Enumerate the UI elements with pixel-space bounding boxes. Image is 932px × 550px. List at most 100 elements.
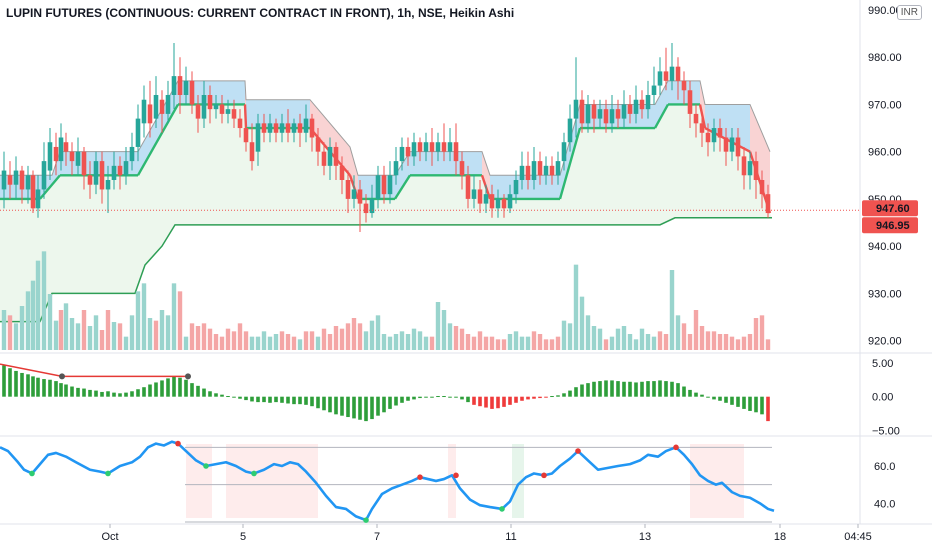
macd-bar xyxy=(262,396,266,403)
candle-body xyxy=(477,189,483,204)
candle-body xyxy=(687,90,693,114)
volume-bar xyxy=(417,331,423,350)
candle-body xyxy=(747,161,753,176)
macd-bar xyxy=(532,396,536,399)
macd-bar xyxy=(718,396,722,401)
macd-bar xyxy=(568,390,572,397)
volume-bar xyxy=(141,283,147,350)
macd-bar xyxy=(748,396,752,411)
oscillator-marker xyxy=(673,444,679,451)
oscillator-shade xyxy=(690,444,744,518)
volume-bar xyxy=(693,310,699,350)
volume-bar xyxy=(273,334,279,350)
candle-body xyxy=(105,180,111,190)
candle-body xyxy=(30,175,36,209)
candle-body xyxy=(585,104,591,124)
volume-bar xyxy=(405,334,411,350)
macd-bar xyxy=(94,390,98,397)
volume-bar xyxy=(375,315,381,350)
volume-bar xyxy=(687,334,693,350)
oscillator-shade xyxy=(226,444,318,518)
macd-bar xyxy=(148,384,152,397)
volume-bar xyxy=(489,336,495,350)
macd-bar xyxy=(196,385,200,397)
oscillator-shade xyxy=(448,444,456,518)
macd-bar xyxy=(220,394,224,397)
macd-bar xyxy=(160,380,164,397)
volume-bar xyxy=(129,315,135,350)
candle-body xyxy=(525,165,531,180)
candle-body xyxy=(459,161,465,176)
macd-bar xyxy=(616,381,620,397)
oscillator-line xyxy=(0,440,775,522)
candle-body xyxy=(465,175,471,199)
volume-bar xyxy=(111,322,117,350)
macd-bar xyxy=(100,391,104,397)
volume-bar xyxy=(423,336,429,350)
candle-body xyxy=(225,109,231,114)
candle-body xyxy=(387,175,393,195)
volume-bar xyxy=(19,306,25,350)
candle-body xyxy=(543,165,549,176)
macd-bar xyxy=(316,396,320,409)
macd-bar xyxy=(466,396,470,403)
volume-bar xyxy=(723,334,729,350)
candle-body xyxy=(213,104,219,110)
macd-bar xyxy=(592,381,596,397)
candle-body xyxy=(363,203,369,214)
volume-bar xyxy=(93,315,99,350)
macd-bar xyxy=(48,379,52,397)
candle-body xyxy=(621,104,627,119)
volume-bar xyxy=(567,323,573,350)
candle-body xyxy=(351,189,357,199)
macd-bar xyxy=(490,396,494,409)
time-tick-label: 11 xyxy=(505,531,516,543)
candle-body xyxy=(273,123,279,133)
currency-button[interactable]: INR xyxy=(896,5,922,20)
candle-body xyxy=(675,66,681,81)
candle-body xyxy=(25,175,31,190)
candle-body xyxy=(87,175,93,185)
volume-bar xyxy=(645,334,651,350)
channel-fill-segment xyxy=(655,80,668,129)
candle-body xyxy=(741,156,747,176)
macd-bar xyxy=(124,392,128,397)
candle-body xyxy=(729,137,735,152)
volume-bar xyxy=(531,331,537,350)
volume-bar xyxy=(327,334,333,350)
candle-body xyxy=(705,132,711,143)
macd-bar xyxy=(190,383,194,397)
channel-fill-segment xyxy=(700,80,705,129)
macd-bar xyxy=(400,396,404,403)
macd-bar xyxy=(106,391,110,397)
volume-bar xyxy=(759,315,765,350)
macd-bar xyxy=(598,381,602,397)
macd-bar xyxy=(580,384,584,397)
channel-trend-segment xyxy=(393,174,412,200)
macd-bar xyxy=(550,396,554,398)
macd-bar xyxy=(712,396,716,400)
chart-title: LUPIN FUTURES (CONTINUOUS: CURRENT CONTR… xyxy=(6,6,515,20)
volume-bar xyxy=(213,334,219,350)
volume-bar xyxy=(165,315,171,350)
macd-bar xyxy=(310,396,314,407)
candle-body xyxy=(735,137,741,157)
candle-body xyxy=(399,146,405,162)
macd-bar xyxy=(382,396,386,413)
oscillator-marker xyxy=(29,470,35,477)
volume-bar xyxy=(147,318,153,350)
macd-bar xyxy=(292,396,296,405)
volume-bar xyxy=(183,336,189,350)
candle-body xyxy=(19,170,25,190)
candle-body xyxy=(99,161,105,190)
macd-bar xyxy=(352,396,356,419)
channel-fill-segment xyxy=(395,151,410,199)
candle-body xyxy=(153,95,159,119)
candle-body xyxy=(129,146,135,162)
volume-bar xyxy=(483,336,489,350)
volume-bar xyxy=(501,339,507,350)
volume-bar xyxy=(291,336,297,350)
candle-body xyxy=(243,128,249,143)
macd-bar xyxy=(760,396,764,415)
volume-bar xyxy=(633,339,639,350)
